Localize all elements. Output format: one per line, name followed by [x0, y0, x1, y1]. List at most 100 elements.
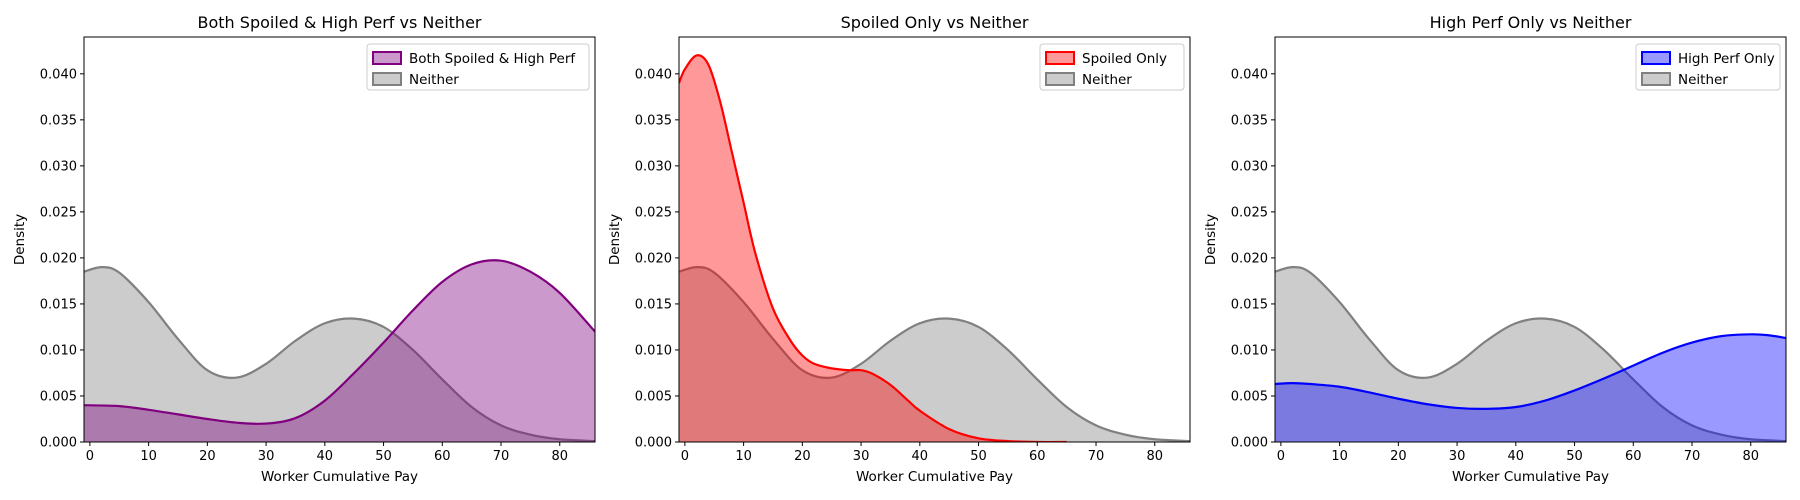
x-tick-label: 40: [912, 449, 929, 464]
y-tick-label: 0.020: [635, 251, 672, 266]
x-tick-label: 20: [199, 449, 216, 464]
y-tick-label: 0.000: [635, 436, 672, 451]
chart-panel-highperf: 0 10 20 30 40 50 60 70 80 0.000 0.005 0.010 0.015 0.0…: [1203, 13, 1787, 485]
x-tick-label: 40: [317, 449, 334, 464]
chart-title: Both Spoiled & High Perf vs Neither: [198, 13, 482, 32]
x-tick-label: 10: [1331, 449, 1348, 464]
x-axis-label: Worker Cumulative Pay: [856, 469, 1013, 485]
y-tick-label: 0.040: [40, 67, 77, 82]
area-neither: [679, 267, 1190, 442]
legend: Spoiled Only Neither: [1039, 43, 1185, 91]
y-tick-label: 0.035: [1231, 113, 1268, 128]
y-tick-label: 0.030: [40, 159, 77, 174]
axes-frame: [678, 36, 1191, 443]
plot-area: [679, 54, 1190, 442]
y-tick-label: 0.010: [40, 343, 77, 358]
area-neither: [1275, 267, 1786, 442]
legend-swatch: [372, 51, 402, 65]
chart-title: High Perf Only vs Neither: [1430, 13, 1632, 32]
legend-box: [1635, 43, 1781, 91]
legend: High Perf Only Neither: [1635, 43, 1781, 91]
y-tick-label: 0.015: [40, 297, 77, 312]
x-tick-label: 80: [551, 449, 568, 464]
chart-panel-both: 0 10 20 30 40 50 60 70 80 0.000 0.005 0.010 0.015 0.0…: [12, 13, 596, 485]
y-tick-label: 0.020: [1231, 251, 1268, 266]
line-neither: [1275, 266, 1786, 442]
y-tick-label: 0.040: [635, 67, 672, 82]
legend-swatch: [1641, 72, 1671, 86]
x-tick-label: 70: [493, 449, 510, 464]
legend-swatch: [1045, 72, 1075, 86]
y-tick-label: 0.025: [1231, 205, 1268, 220]
y-tick-label: 0.040: [1231, 67, 1268, 82]
x-tick-label: 70: [1088, 449, 1105, 464]
x-tick-label: 80: [1146, 449, 1163, 464]
plot-area: [84, 259, 595, 442]
x-tick-label: 0: [681, 449, 689, 464]
legend-label: Neither: [1082, 72, 1132, 88]
x-tick-label: 20: [1390, 449, 1407, 464]
x-axis-label: Worker Cumulative Pay: [261, 469, 418, 485]
y-axis-label: Density: [607, 214, 623, 265]
x-tick-label: 50: [970, 449, 987, 464]
y-tick-label: 0.035: [635, 113, 672, 128]
legend-label: Neither: [1678, 72, 1728, 88]
x-tick-label: 60: [1029, 449, 1046, 464]
x-tick-label: 50: [1566, 449, 1583, 464]
line-high-perf-only: [1275, 333, 1786, 410]
x-tick-label: 70: [1684, 449, 1701, 464]
x-tick-label: 60: [1625, 449, 1642, 464]
x-tick-label: 20: [794, 449, 811, 464]
x-axis-label: Worker Cumulative Pay: [1452, 469, 1609, 485]
y-axis-label: Density: [12, 214, 28, 265]
x-tick-label: 80: [1742, 449, 1759, 464]
y-tick-label: 0.005: [1231, 389, 1268, 404]
y-tick-label: 0.000: [1231, 436, 1268, 451]
legend-swatch: [1045, 51, 1075, 65]
line-both-spoiled-high-perf: [84, 259, 595, 425]
y-tick-label: 0.015: [1231, 297, 1268, 312]
legend: Both Spoiled & High Perf Neither: [366, 43, 590, 91]
y-axis-label: Density: [1203, 214, 1219, 265]
legend-box: [366, 43, 590, 91]
chart-panel-spoiled: 0 10 20 30 40 50 60 70 80 0.000 0.005 0.010 0.015 0.0…: [607, 13, 1191, 485]
x-tick-label: 0: [1277, 449, 1285, 464]
axes-frame: [83, 36, 596, 443]
y-tick-label: 0.010: [1231, 343, 1268, 358]
x-tick-label: 10: [140, 449, 157, 464]
axes-frame: [1274, 36, 1787, 443]
area-spoiled-only: [679, 55, 1067, 442]
area-both-spoiled-high-perf: [84, 260, 595, 442]
area-high-perf-only: [1275, 334, 1786, 442]
y-tick-label: 0.005: [635, 389, 672, 404]
y-tick-label: 0.005: [40, 389, 77, 404]
y-tick-label: 0.030: [635, 159, 672, 174]
x-tick-label: 50: [375, 449, 392, 464]
legend-swatch: [372, 72, 402, 86]
line-neither: [84, 266, 595, 442]
legend-label: Spoiled Only: [1082, 51, 1167, 67]
x-tick-label: 40: [1508, 449, 1525, 464]
x-tick-label: 0: [86, 449, 94, 464]
y-tick-label: 0.025: [635, 205, 672, 220]
x-tick-label: 60: [434, 449, 451, 464]
line-neither: [679, 266, 1190, 442]
legend-swatch: [1641, 51, 1671, 65]
x-tick-label: 30: [258, 449, 275, 464]
y-tick-label: 0.010: [635, 343, 672, 358]
legend-label: High Perf Only: [1678, 51, 1775, 67]
y-tick-label: 0.030: [1231, 159, 1268, 174]
area-neither: [84, 267, 595, 442]
y-tick-label: 0.015: [635, 297, 672, 312]
x-tick-label: 10: [735, 449, 752, 464]
y-tick-label: 0.020: [40, 251, 77, 266]
y-tick-label: 0.000: [40, 436, 77, 451]
plot-area: [1275, 266, 1786, 442]
chart-title: Spoiled Only vs Neither: [841, 13, 1029, 32]
legend-label: Neither: [409, 72, 459, 88]
x-tick-label: 30: [853, 449, 870, 464]
y-tick-label: 0.025: [40, 205, 77, 220]
legend-box: [1039, 43, 1185, 91]
legend-label: Both Spoiled & High Perf: [409, 51, 576, 67]
